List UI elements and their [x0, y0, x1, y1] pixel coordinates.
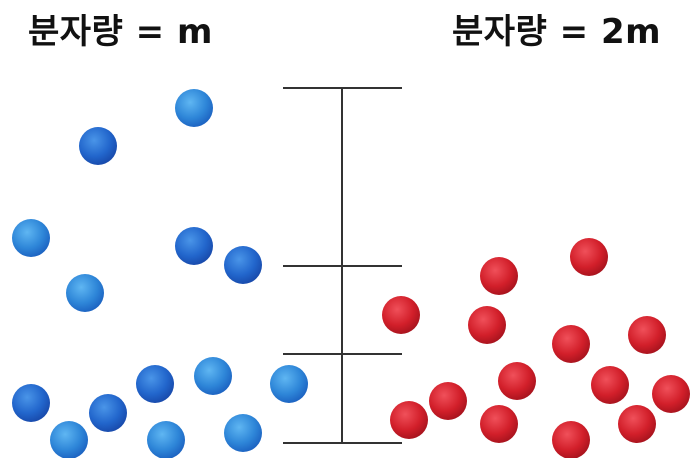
heavy-molecule-3 — [382, 296, 420, 334]
light-molecule-6 — [66, 274, 104, 312]
light-molecule-9 — [194, 357, 232, 395]
light-molecule-11 — [89, 394, 127, 432]
heavy-molecule-13 — [618, 405, 656, 443]
heavy-molecules — [382, 238, 690, 458]
heavy-molecule-5 — [552, 325, 590, 363]
heavy-molecule-4 — [468, 306, 506, 344]
heavy-molecule-14 — [552, 421, 590, 458]
light-molecule-10 — [270, 365, 308, 403]
heavy-molecule-11 — [390, 401, 428, 439]
heavy-molecule-7 — [498, 362, 536, 400]
light-molecule-1 — [175, 89, 213, 127]
heavy-molecule-10 — [652, 375, 690, 413]
light-molecule-5 — [224, 246, 262, 284]
light-molecule-7 — [12, 384, 50, 422]
heavy-molecule-6 — [628, 316, 666, 354]
scale-bar — [283, 87, 402, 444]
light-molecule-12 — [50, 421, 88, 458]
light-molecule-2 — [79, 127, 117, 165]
light-molecules — [12, 89, 308, 458]
light-molecule-13 — [147, 421, 185, 458]
light-molecule-8 — [136, 365, 174, 403]
heavy-molecule-9 — [429, 382, 467, 420]
light-molecule-4 — [175, 227, 213, 265]
left-label: 분자량 = m — [28, 12, 213, 52]
light-molecule-14 — [224, 414, 262, 452]
heavy-molecule-8 — [591, 366, 629, 404]
heavy-molecule-2 — [480, 257, 518, 295]
right-label: 분자량 = 2m — [452, 12, 662, 52]
heavy-molecule-1 — [570, 238, 608, 276]
heavy-molecule-12 — [480, 405, 518, 443]
light-molecule-3 — [12, 219, 50, 257]
